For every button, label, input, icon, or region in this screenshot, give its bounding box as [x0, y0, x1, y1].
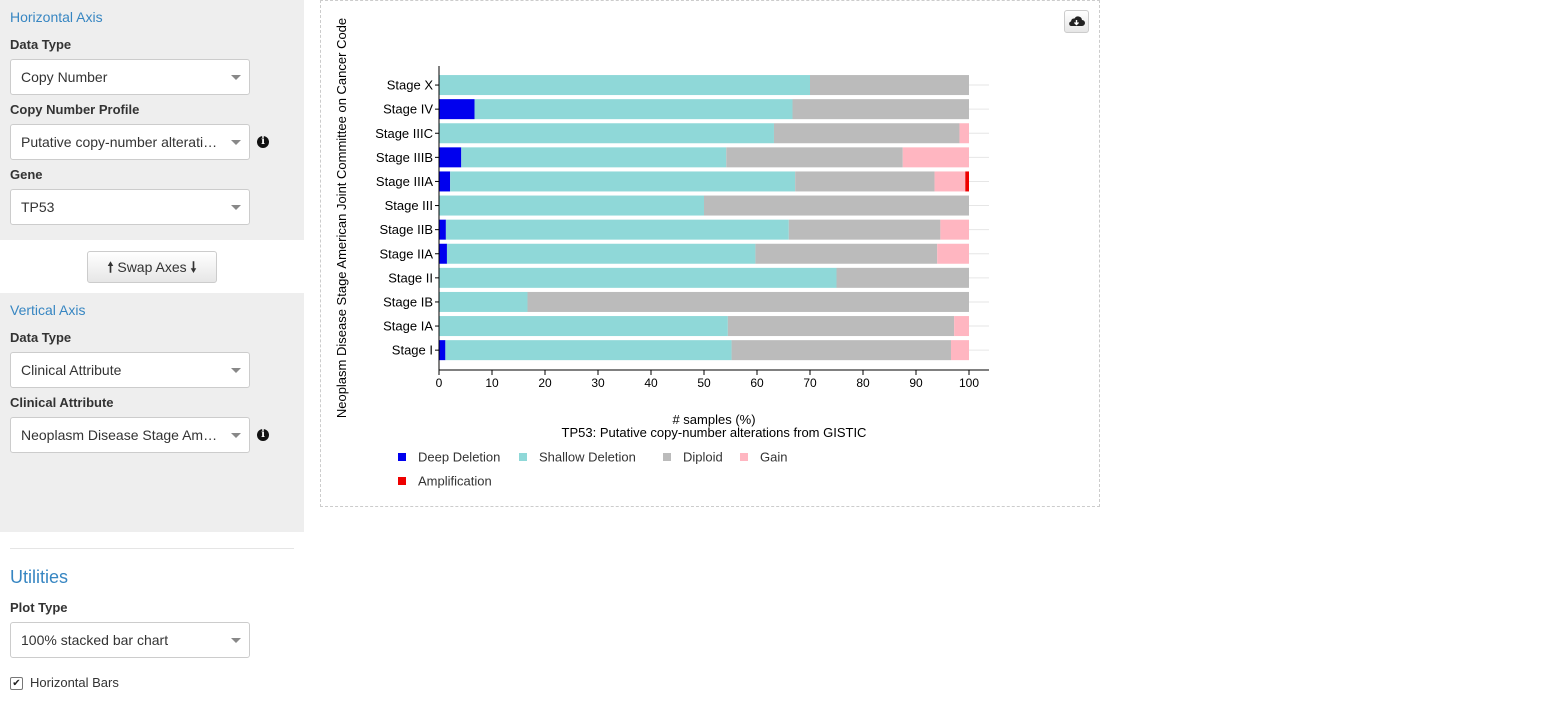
- horizontal-axis-panel: Horizontal Axis Data Type Copy Number Co…: [0, 0, 304, 240]
- arrow-up-icon: 🠕: [107, 259, 114, 275]
- horizontal-bars-label: Horizontal Bars: [30, 675, 119, 690]
- h-data-type-select[interactable]: Copy Number: [10, 59, 250, 95]
- h-profile-value: Putative copy-number alterations from GI…: [21, 134, 249, 150]
- v-data-type-label: Data Type: [10, 330, 72, 345]
- plot-type-select[interactable]: 100% stacked bar chart: [10, 622, 250, 658]
- v-data-type-select[interactable]: Clinical Attribute: [10, 352, 250, 388]
- v-data-type-value: Clinical Attribute: [21, 362, 122, 378]
- plot-type-label: Plot Type: [10, 600, 68, 615]
- v-attribute-value: Neoplasm Disease Stage American Joint Co…: [21, 427, 249, 443]
- download-button[interactable]: [1064, 10, 1089, 33]
- utilities-title: Utilities: [10, 567, 69, 587]
- h-gene-label: Gene: [10, 167, 43, 182]
- h-gene-select[interactable]: TP53: [10, 189, 250, 225]
- info-icon[interactable]: i: [257, 136, 269, 148]
- h-data-type-value: Copy Number: [21, 69, 108, 85]
- swap-axes-label: Swap Axes: [117, 259, 187, 275]
- cloud-download-icon: [1069, 16, 1085, 26]
- h-profile-label: Copy Number Profile: [10, 102, 140, 117]
- utilities-divider: [10, 548, 294, 549]
- chevron-down-icon: [231, 433, 241, 438]
- chevron-down-icon: [231, 368, 241, 373]
- vertical-axis-title: Vertical Axis: [10, 302, 86, 318]
- plot-container: [320, 0, 1100, 507]
- chevron-down-icon: [231, 140, 241, 145]
- v-attribute-select[interactable]: Neoplasm Disease Stage American Joint Co…: [10, 417, 250, 453]
- horizontal-bars-checkbox[interactable]: ✔: [10, 677, 23, 690]
- plot-type-value: 100% stacked bar chart: [21, 632, 169, 648]
- h-data-type-label: Data Type: [10, 37, 72, 52]
- chevron-down-icon: [231, 75, 241, 80]
- h-profile-select[interactable]: Putative copy-number alterations from GI…: [10, 124, 250, 160]
- horizontal-axis-title: Horizontal Axis: [10, 9, 103, 25]
- vertical-axis-panel: Vertical Axis Data Type Clinical Attribu…: [0, 293, 304, 532]
- info-icon[interactable]: i: [257, 429, 269, 441]
- chevron-down-icon: [231, 205, 241, 210]
- swap-axes-button[interactable]: 🠕 Swap Axes 🠗: [87, 251, 217, 283]
- v-attribute-label: Clinical Attribute: [10, 395, 114, 410]
- arrow-down-icon: 🠗: [190, 259, 197, 275]
- h-gene-value: TP53: [21, 199, 55, 215]
- chevron-down-icon: [231, 638, 241, 643]
